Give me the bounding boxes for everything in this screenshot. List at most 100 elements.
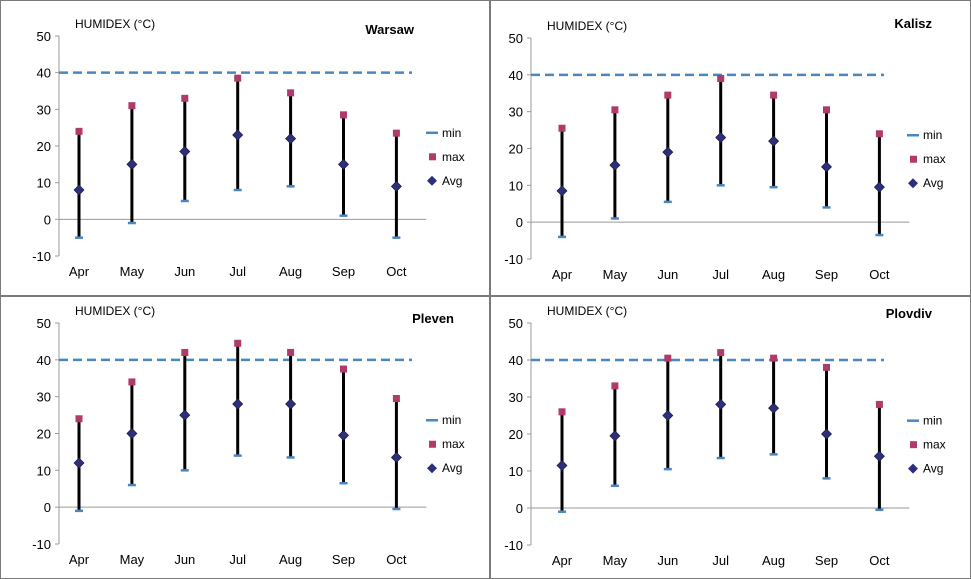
y-tick-label: 0 <box>516 501 523 516</box>
avg-point <box>821 161 832 173</box>
y-tick-label: 10 <box>37 176 51 191</box>
y-axis-title: HUMIDEX (°C) <box>75 17 155 31</box>
x-tick-label: Apr <box>552 267 573 282</box>
avg-point <box>768 402 780 414</box>
legend-avg-swatch <box>908 178 918 189</box>
max-point <box>181 94 189 102</box>
x-tick-label: Jul <box>229 264 246 279</box>
avg-point <box>556 185 568 197</box>
x-tick-label: Oct <box>869 267 890 282</box>
avg-point <box>126 428 138 439</box>
legend-label-avg: Avg <box>923 176 943 190</box>
y-tick-label: 20 <box>509 427 523 442</box>
max-point <box>234 339 242 347</box>
avg-point <box>768 135 780 147</box>
max-point <box>340 365 347 373</box>
x-tick-label: Aug <box>762 553 785 568</box>
legend-label-avg: Avg <box>923 462 943 476</box>
max-point <box>75 415 83 423</box>
max-point <box>234 74 242 82</box>
max-point <box>392 129 400 137</box>
x-tick-label: May <box>120 264 145 279</box>
avg-point <box>126 158 138 170</box>
avg-point <box>232 398 244 410</box>
y-tick-label: 50 <box>37 316 51 331</box>
panel-frame <box>0 296 490 579</box>
x-tick-label: Oct <box>869 553 890 568</box>
legend-label-max: max <box>442 437 465 451</box>
y-tick-label: 50 <box>37 29 51 44</box>
avg-point <box>873 450 885 462</box>
x-tick-label: Jul <box>712 553 729 568</box>
legend-label-min: min <box>442 413 461 427</box>
y-tick-label: -10 <box>32 537 51 552</box>
avg-point <box>609 430 621 442</box>
max-point <box>128 102 136 110</box>
y-tick-label: 30 <box>37 390 51 405</box>
max-point <box>287 89 295 97</box>
y-tick-label: 10 <box>37 463 51 478</box>
y-tick-label: 30 <box>37 102 51 117</box>
x-tick-label: Apr <box>69 264 90 279</box>
chart-svg: -10 0 10 20 30 40 50 Apr May Jun Jul Aug Sep Oct HUMID… <box>490 0 971 296</box>
avg-point <box>556 459 568 471</box>
x-tick-label: Oct <box>386 552 407 567</box>
max-point <box>664 354 672 362</box>
y-tick-label: 50 <box>509 31 523 46</box>
x-tick-label: Jun <box>174 552 195 567</box>
x-tick-label: Oct <box>386 264 407 279</box>
x-tick-label: Apr <box>552 553 573 568</box>
avg-point <box>873 181 885 193</box>
legend-max-swatch <box>429 153 436 161</box>
x-tick-label: Sep <box>815 267 838 282</box>
y-tick-label: 0 <box>516 215 523 230</box>
x-tick-label: Aug <box>279 552 302 567</box>
max-point <box>611 382 619 390</box>
chart-svg: -10 0 10 20 30 40 50 Apr May Jun Jul Aug Sep Oct HUMID… <box>0 296 490 579</box>
legend-avg-swatch <box>427 175 437 186</box>
max-point <box>75 127 83 135</box>
x-tick-label: Jul <box>712 267 729 282</box>
avg-point <box>662 146 674 158</box>
x-tick-label: Sep <box>332 264 355 279</box>
legend-max-swatch <box>429 440 436 448</box>
x-tick-label: Jun <box>657 267 678 282</box>
y-tick-label: 0 <box>44 500 51 515</box>
legend-avg-swatch <box>427 463 437 474</box>
y-tick-label: 30 <box>509 390 523 405</box>
avg-point <box>390 180 402 192</box>
y-tick-label: 10 <box>509 464 523 479</box>
x-tick-label: Sep <box>815 553 838 568</box>
x-tick-label: Aug <box>762 267 785 282</box>
y-tick-label: 40 <box>37 353 51 368</box>
y-tick-label: 20 <box>37 139 51 154</box>
legend-label-min: min <box>923 128 942 142</box>
x-tick-label: Sep <box>332 552 355 567</box>
y-tick-label: -10 <box>504 252 523 267</box>
legend-label-min: min <box>923 414 942 428</box>
max-point <box>717 75 725 83</box>
max-point <box>181 348 189 356</box>
chart-panel-pleven: -10 0 10 20 30 40 50 Apr May Jun Jul Aug Sep Oct HUMID… <box>0 296 490 579</box>
y-tick-label: 30 <box>509 105 523 120</box>
y-tick-label: 50 <box>509 316 523 331</box>
x-tick-label: May <box>603 267 628 282</box>
max-point <box>770 91 778 99</box>
x-tick-label: Apr <box>69 552 90 567</box>
chart-panel-warsaw: -10 0 10 20 30 40 50 Apr May Jun Jul Aug Sep Oct HUMID… <box>0 0 490 296</box>
legend-avg-swatch <box>908 463 918 474</box>
chart-title: Plovdiv <box>886 306 933 321</box>
avg-point <box>73 184 85 196</box>
y-tick-label: 20 <box>509 142 523 157</box>
max-point <box>558 408 566 416</box>
chart-panel-plovdiv: -10 0 10 20 30 40 50 Apr May Jun Jul Aug Sep Oct HUMID… <box>490 296 971 579</box>
avg-point <box>285 398 297 410</box>
max-point <box>611 106 619 114</box>
y-tick-label: -10 <box>504 538 523 553</box>
y-axis-title: HUMIDEX (°C) <box>547 19 627 33</box>
legend-label-avg: Avg <box>442 174 462 188</box>
y-tick-label: 20 <box>37 427 51 442</box>
max-point <box>340 111 347 119</box>
y-tick-label: 40 <box>37 66 51 81</box>
